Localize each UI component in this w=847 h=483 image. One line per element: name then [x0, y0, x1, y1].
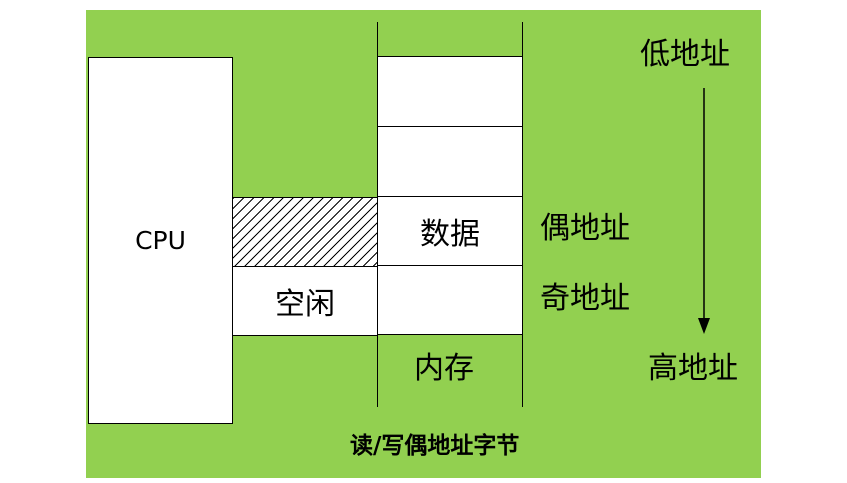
address-direction-arrow-icon: [698, 88, 710, 334]
memory-cell-odd: [377, 265, 523, 335]
memory-cell-even: 数据: [377, 196, 523, 266]
bus-byte-lane-idle: 空闲: [232, 266, 378, 336]
memory-cell-1: [377, 56, 523, 127]
data-label: 数据: [420, 217, 480, 252]
diagram-caption: 读/写偶地址字节: [350, 432, 520, 459]
low-address-label: 低地址: [640, 37, 730, 72]
cpu-label: CPU: [135, 226, 186, 255]
bus-byte-lane-active: [232, 197, 378, 267]
high-address-label: 高地址: [648, 351, 738, 386]
even-address-label: 偶地址: [540, 211, 630, 246]
odd-address-label: 奇地址: [540, 281, 630, 316]
cpu-block: CPU: [88, 57, 233, 424]
memory-caption: 内存: [414, 351, 474, 386]
memory-cell-2: [377, 126, 523, 197]
idle-label: 空闲: [275, 287, 335, 322]
